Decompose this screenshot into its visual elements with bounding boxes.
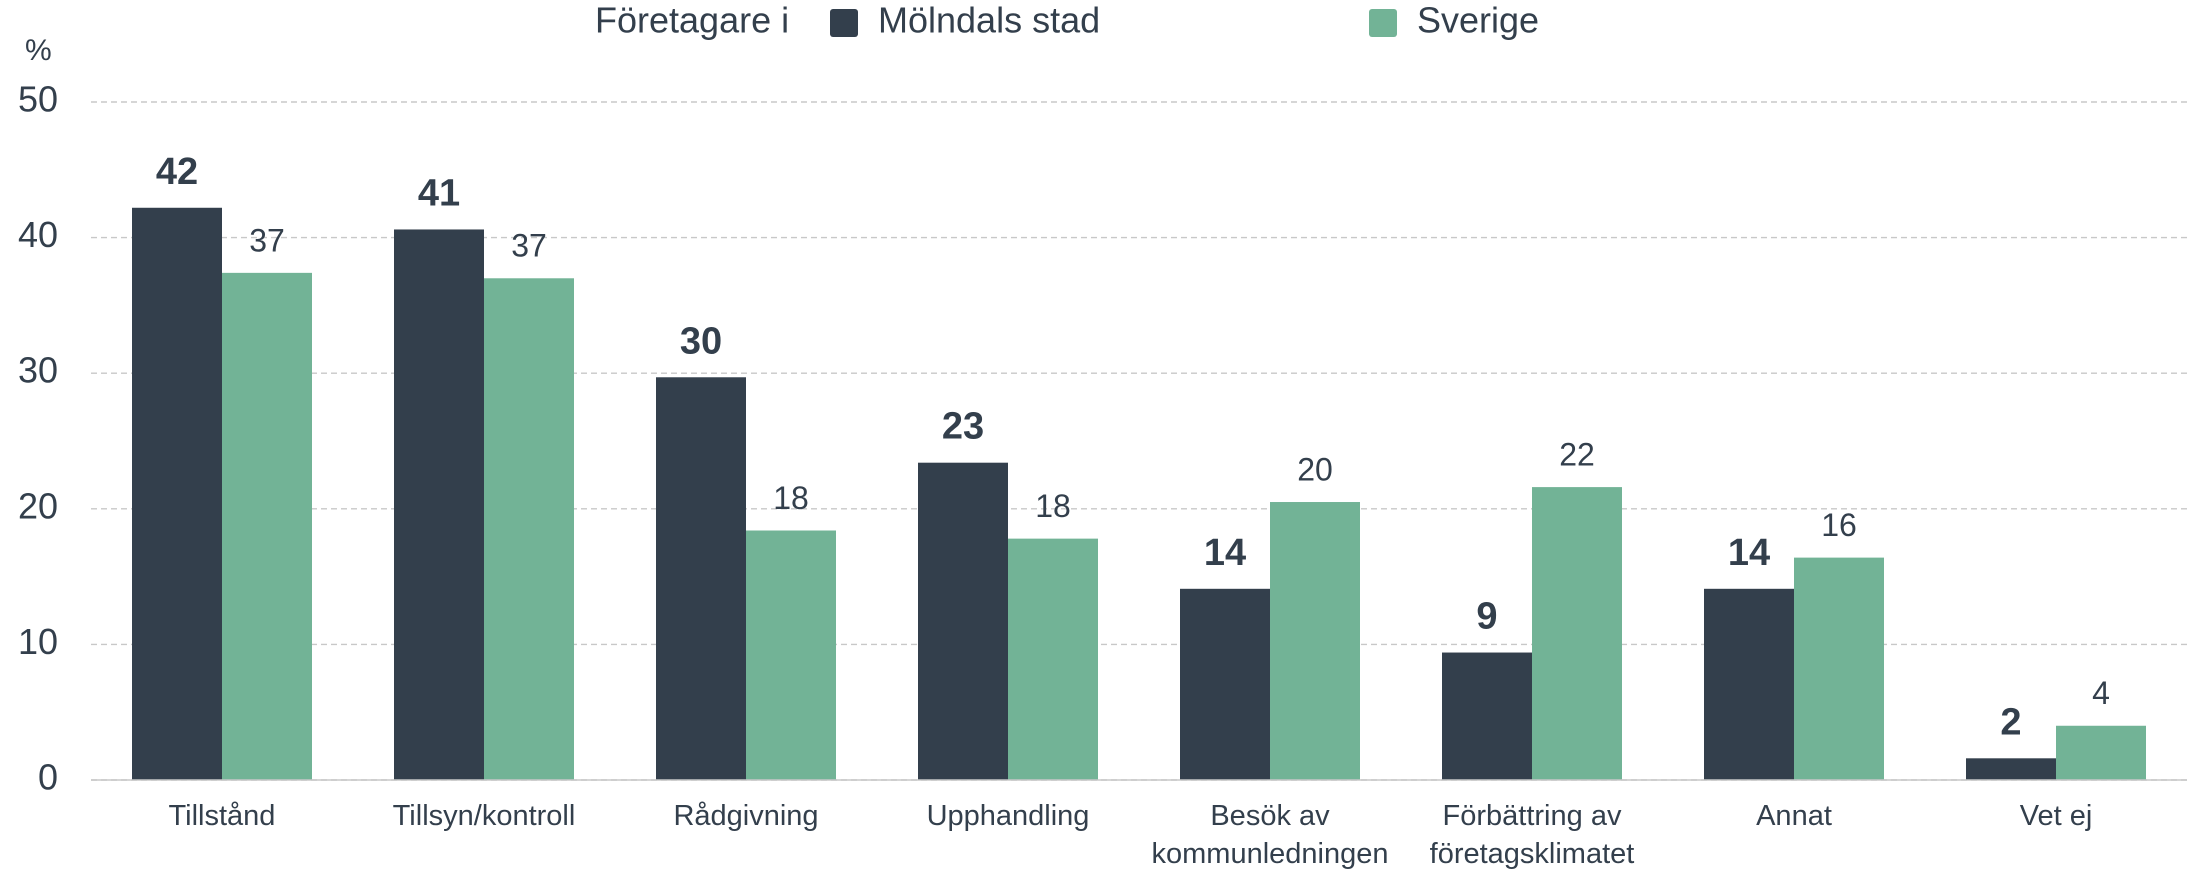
y-tick-label: 0 [38,757,58,798]
bar [2056,725,2146,780]
data-label: 22 [1559,437,1595,473]
x-tick-label: Förbättring av företagsklimatet [1430,800,1635,870]
x-tick-label: Vet ej [2020,800,2093,832]
bar [1704,588,1794,780]
data-label: 14 [1728,532,1770,574]
data-label: 37 [249,222,285,258]
y-unit: % [25,34,52,67]
data-label: 18 [1035,488,1071,524]
bar [222,272,312,780]
legend-swatch [1369,9,1397,37]
bar [1442,652,1532,780]
bar [394,229,484,781]
y-tick-label: 20 [18,485,58,526]
bar [1180,588,1270,780]
bar [484,278,574,780]
bar [1794,557,1884,780]
y-tick-label: 30 [18,350,58,391]
data-label: 18 [773,480,809,516]
data-label: 9 [1476,596,1497,638]
data-label: 37 [511,228,547,264]
data-label: 2 [2000,701,2021,743]
y-tick-label: 40 [18,214,58,255]
data-label: 41 [418,172,460,214]
data-label: 23 [942,406,984,448]
bar [132,207,222,780]
x-tick-label: Tillsyn/kontroll [393,800,576,832]
legend-label: Mölndals stad [878,0,1100,41]
legend-title: Företagare i [595,0,789,41]
bar [1532,487,1622,780]
bar [1966,758,2056,780]
y-tick-label: 50 [18,79,58,120]
x-tick-label: Annat [1756,800,1832,832]
data-label: 16 [1821,507,1857,543]
bar [918,462,1008,780]
x-tick-label: Rådgivning [673,800,818,832]
bar [1008,538,1098,780]
data-label: 42 [156,151,198,193]
legend-swatch [830,9,858,37]
data-label: 30 [680,320,722,362]
bar [656,377,746,780]
bar [746,530,836,780]
x-tick-label: Besök av kommunledningen [1152,800,1389,870]
data-label: 4 [2092,675,2110,711]
bar [1270,502,1360,780]
data-label: 20 [1297,451,1333,487]
legend-label: Sverige [1417,0,1539,41]
x-tick-label: Tillstånd [169,800,276,832]
y-tick-label: 10 [18,621,58,662]
data-label: 14 [1204,532,1246,574]
x-tick-label: Upphandling [927,800,1090,832]
